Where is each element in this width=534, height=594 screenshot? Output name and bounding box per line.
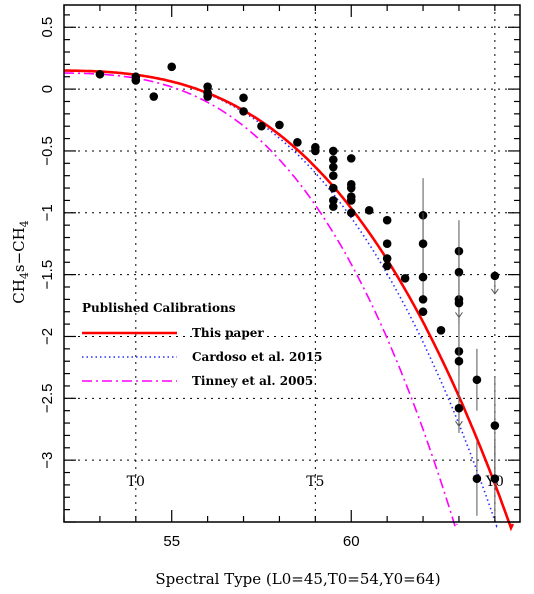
- data-point: [131, 76, 141, 85]
- data-point: [328, 183, 338, 193]
- spectral-marker: T5: [306, 474, 324, 490]
- data-point: [472, 375, 482, 385]
- data-point: [311, 146, 320, 156]
- data-point: [328, 155, 338, 164]
- legend-entry-cardoso: Cardoso et al. 2015: [192, 350, 322, 364]
- x-tick-label: 60: [343, 533, 360, 550]
- spectral-marker: Y0: [485, 474, 504, 490]
- data-point: [328, 202, 338, 211]
- y-tick-label: −2.5: [39, 384, 56, 414]
- data-point: [167, 62, 177, 72]
- plot-frame: [63, 4, 521, 523]
- data-point: [490, 271, 500, 281]
- data-point: [472, 474, 482, 484]
- data-point: [149, 92, 159, 101]
- y-axis-label-part: CH: [10, 279, 28, 304]
- data-point: [346, 183, 356, 193]
- data-point: [490, 474, 500, 484]
- y-axis-label-part: s−CH: [10, 227, 28, 272]
- data-point: [454, 403, 464, 413]
- data-point: [239, 107, 248, 116]
- y-tick-label: −1: [39, 204, 56, 221]
- data-point: [382, 239, 392, 249]
- legend-title: Published Calibrations: [82, 301, 236, 315]
- y-tick-label: 0: [39, 85, 56, 93]
- curve-tinney: [64, 72, 458, 530]
- data-point: [436, 325, 446, 335]
- y-axis-label: CH4s−CH4: [10, 220, 31, 303]
- data-point: [418, 239, 428, 249]
- upper-limit-arrowhead: [490, 288, 499, 295]
- y-axis-label-subscript: 4: [18, 220, 31, 227]
- data-point: [293, 137, 302, 147]
- y-tick-label: −1.5: [39, 260, 56, 290]
- axis-ticks: 55 60 0.5 0 −0.5 −1 −1.5 −2 −2.5 −3: [39, 5, 520, 550]
- data-point: [364, 206, 374, 215]
- x-tick-label: 55: [163, 533, 180, 550]
- grid: [64, 5, 520, 522]
- data-point: [418, 307, 428, 317]
- data-point: [346, 196, 356, 205]
- calibration-curves: [64, 69, 514, 532]
- data-point: [328, 146, 338, 156]
- legend: Published Calibrations This paper Cardos…: [82, 301, 322, 388]
- data-point: [203, 92, 212, 101]
- data-point: [328, 196, 338, 205]
- y-tick-label: −3: [39, 452, 56, 469]
- data-point: [454, 356, 464, 366]
- data-point: [490, 421, 500, 430]
- data-point: [454, 267, 464, 277]
- data-point: [400, 274, 410, 283]
- data-point: [418, 295, 428, 304]
- data-point: [328, 162, 338, 172]
- data-points: [95, 62, 500, 516]
- data-point: [382, 215, 392, 225]
- data-point: [418, 272, 428, 282]
- data-point: [257, 121, 266, 131]
- y-tick-label: −0.5: [39, 136, 56, 166]
- legend-entry-tinney: Tinney et al. 2005: [192, 374, 313, 388]
- data-point: [454, 298, 464, 308]
- data-point: [382, 254, 392, 263]
- data-point: [346, 208, 356, 218]
- data-point: [328, 171, 338, 180]
- curve-this-paper: [64, 69, 514, 532]
- y-axis-label-subscript: 4: [18, 272, 31, 279]
- data-point: [95, 69, 105, 79]
- data-point: [203, 82, 212, 91]
- upper-limit-arrowhead: [455, 420, 463, 428]
- data-point: [275, 120, 284, 130]
- x-axis-label: Spectral Type (L0=45,T0=54,Y0=64): [155, 570, 440, 588]
- y-tick-label: −2: [39, 328, 56, 345]
- curve-cardoso: [64, 69, 500, 528]
- y-tick-label: 0.5: [39, 17, 56, 38]
- spectral-type-markers: T0 T5 Y0: [127, 474, 504, 490]
- data-point: [382, 261, 392, 271]
- legend-entry-this-paper: This paper: [192, 326, 264, 340]
- spectral-marker: T0: [127, 474, 145, 490]
- data-point: [346, 154, 356, 163]
- data-point: [239, 93, 248, 103]
